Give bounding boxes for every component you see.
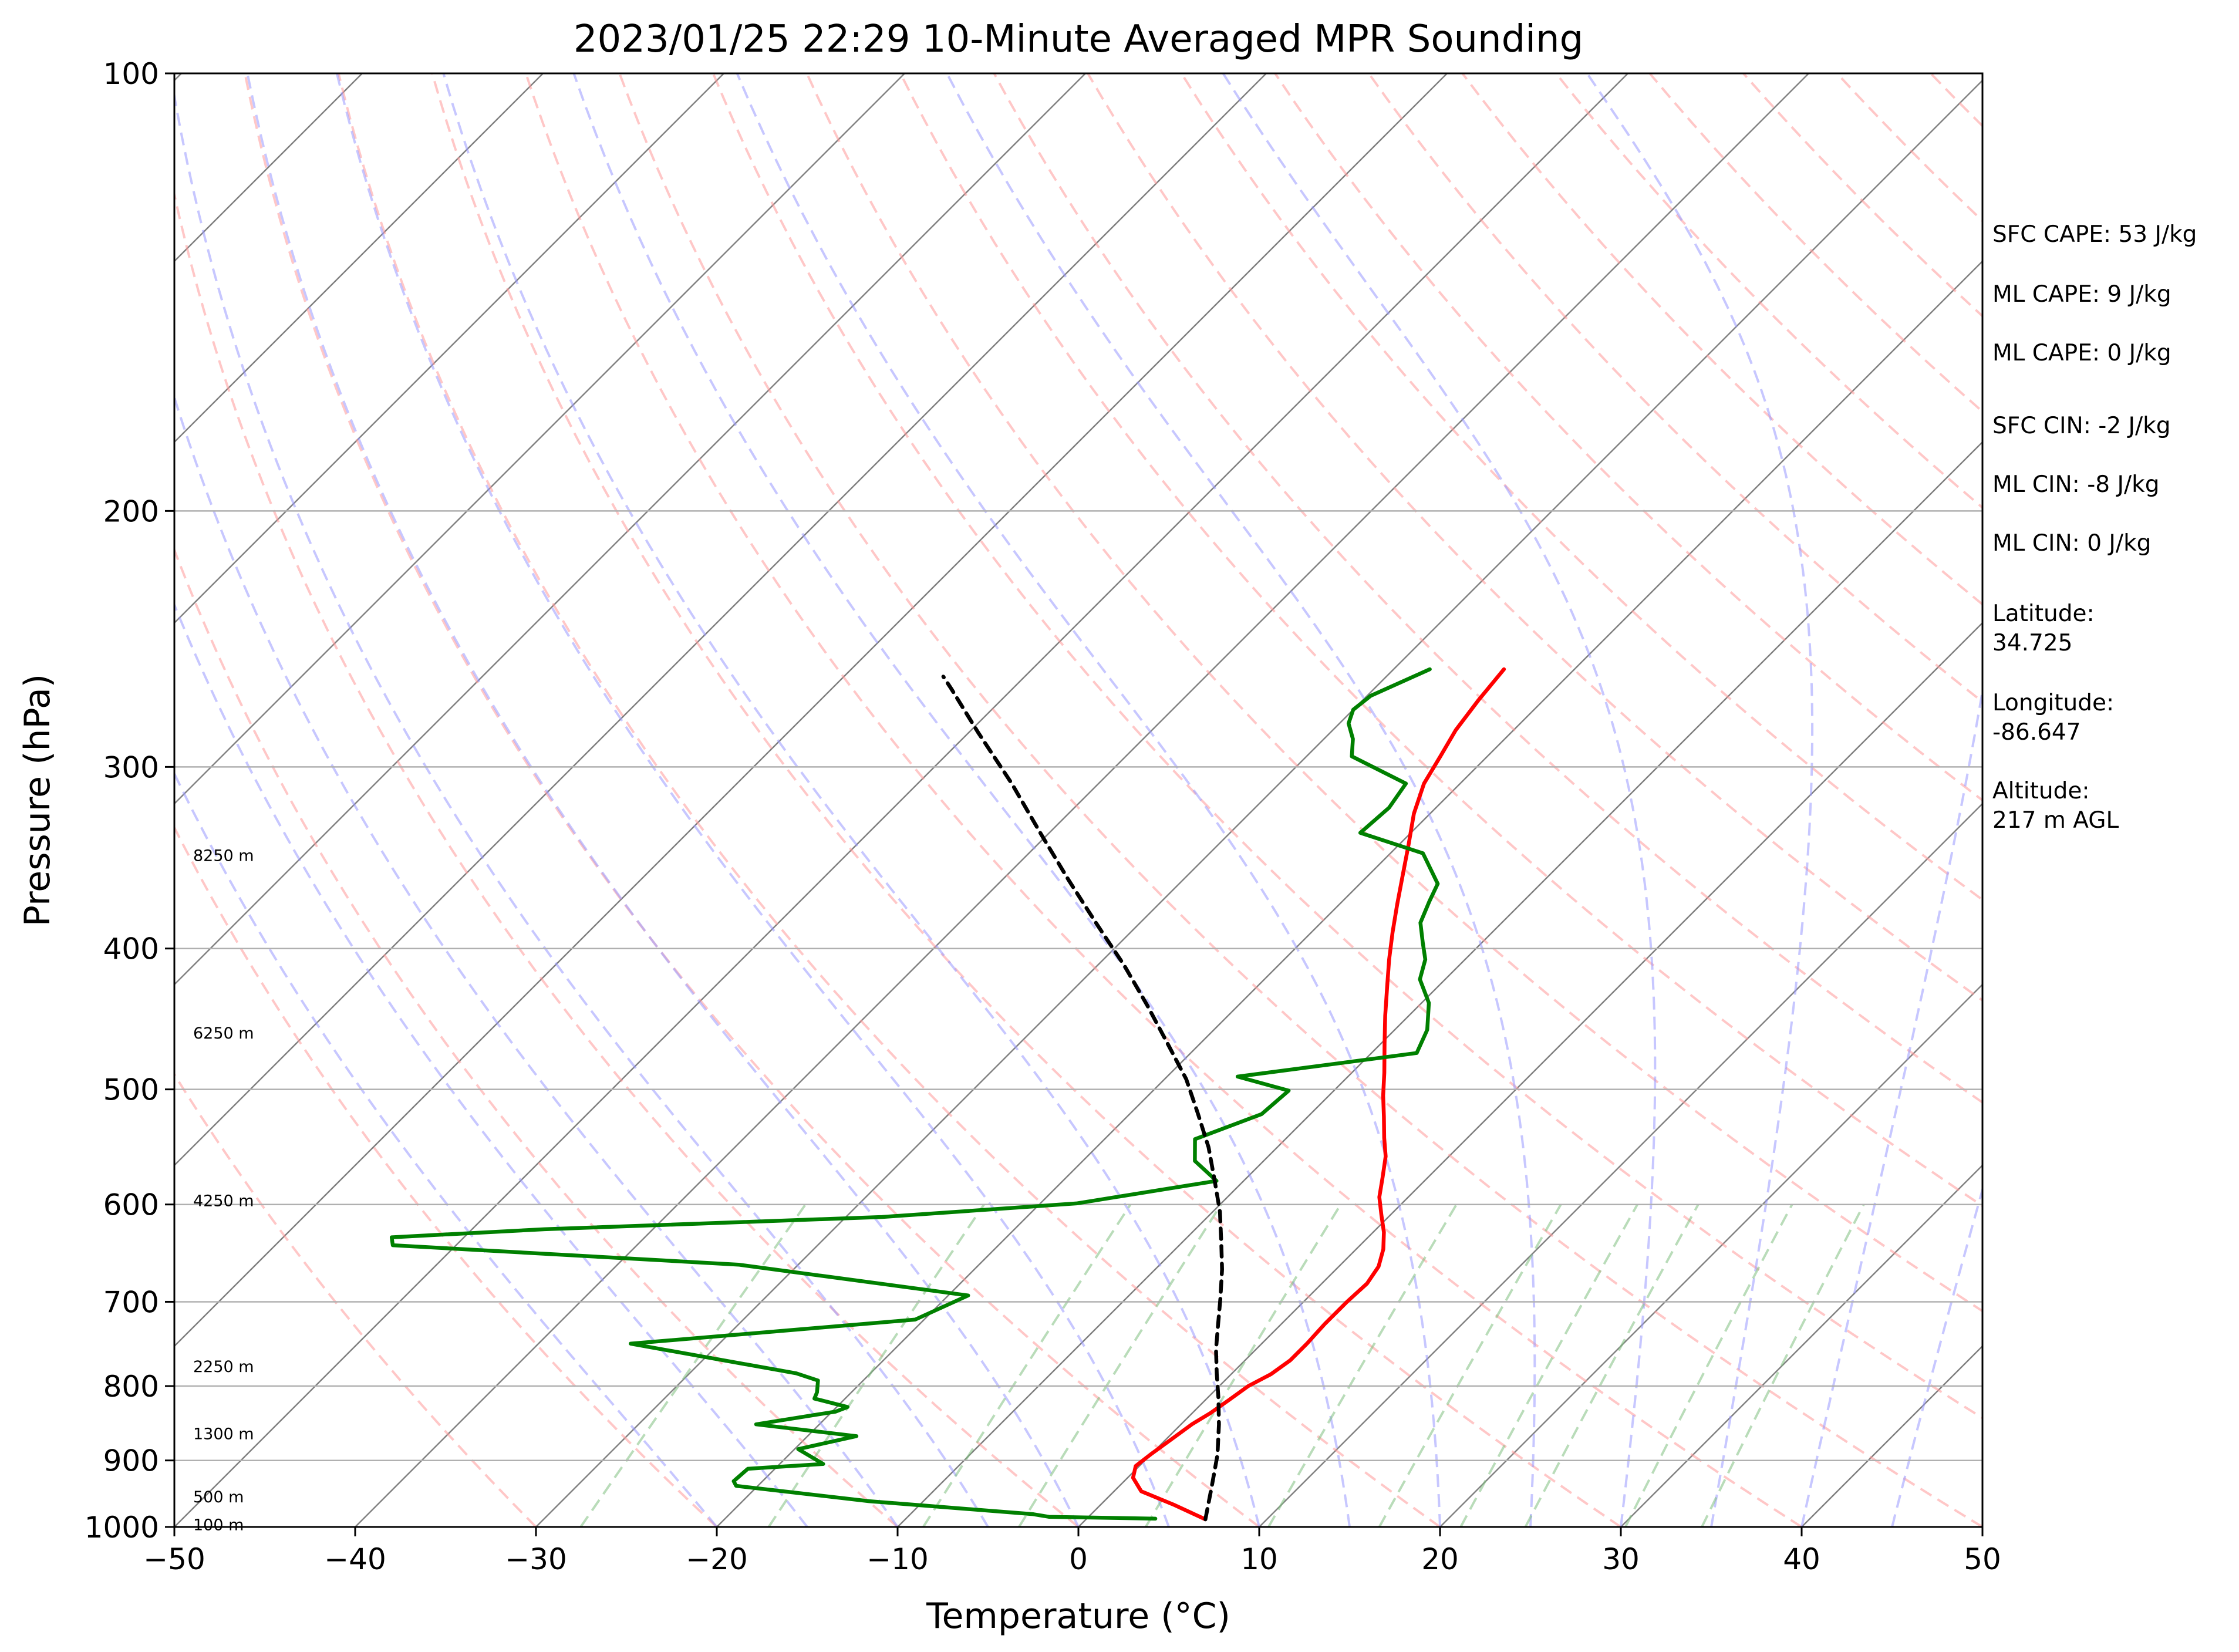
isotherm-line xyxy=(174,73,1628,1527)
height-label: 8250 m xyxy=(193,847,254,865)
moist-adiabat-line xyxy=(1587,73,1813,1527)
annotation-text: Altitude: xyxy=(1992,778,2090,804)
x-tick-label: 50 xyxy=(1964,1542,2001,1576)
y-tick-label: 600 xyxy=(103,1188,159,1222)
x-tick-label: −20 xyxy=(686,1542,748,1576)
x-tick-label: 30 xyxy=(1602,1542,1640,1576)
height-label: 6250 m xyxy=(193,1024,254,1043)
y-tick-label: 700 xyxy=(103,1285,159,1319)
x-tick-label: −10 xyxy=(866,1542,929,1576)
moist-adiabat-line xyxy=(443,73,1259,1527)
annotation-text: SFC CAPE: 53 J/kg xyxy=(1992,221,2197,248)
annotation-text: Longitude: xyxy=(1992,690,2114,716)
annotation-text: ML CIN: -8 J/kg xyxy=(1992,471,2159,498)
annotation-text: 217 m AGL xyxy=(1992,807,2119,834)
height-label: 4250 m xyxy=(193,1192,254,1211)
moist-adiabat-line xyxy=(1802,73,2019,1527)
moist-adiabat-line xyxy=(247,73,1078,1527)
height-label: 1300 m xyxy=(193,1425,254,1443)
moist-adiabat-line xyxy=(170,73,988,1527)
mixing-ratio-line xyxy=(1019,1205,1221,1527)
x-tick-label: 10 xyxy=(1240,1542,1278,1576)
sounding-annotations: SFC CAPE: 53 J/kg ML CAPE: 9 J/kg ML CAPE:… xyxy=(1992,221,2197,834)
annotation-text: ML CAPE: 9 J/kg xyxy=(1992,281,2171,308)
moist-adiabat-line xyxy=(337,73,1169,1527)
isotherm-line xyxy=(0,73,543,1527)
background-lines xyxy=(0,73,2239,1527)
y-axis-ticks: 1000 900 800 700 600 500 400 300 200 100 xyxy=(85,57,174,1545)
mixing-ratio-line xyxy=(1146,1205,1341,1527)
y-tick-label: 100 xyxy=(103,57,159,91)
isotherm-line xyxy=(0,73,1447,1527)
x-tick-label: −30 xyxy=(505,1542,567,1576)
y-tick-label: 900 xyxy=(103,1444,159,1478)
x-tick-label: 20 xyxy=(1421,1542,1459,1576)
pressure-gridlines xyxy=(174,511,1982,1460)
isotherm-line xyxy=(355,73,1809,1527)
x-tick-label: −40 xyxy=(324,1542,386,1576)
height-labels: 8250 m 6250 m 4250 m 2250 m 1300 m 500 m 100 m xyxy=(193,847,254,1535)
dry-adiabat-line xyxy=(245,73,1259,1527)
annotation-text: -86.647 xyxy=(1992,719,2081,746)
mixing-ratio-line xyxy=(923,1205,1131,1527)
chart-title: 2023/01/25 22:29 10-Minute Averaged MPR … xyxy=(574,18,1583,61)
x-tick-label: −50 xyxy=(143,1542,205,1576)
isotherm-line xyxy=(2163,73,2239,1527)
y-tick-label: 1000 xyxy=(85,1511,159,1545)
annotation-text: 34.725 xyxy=(1992,630,2072,656)
annotation-text: SFC CIN: -2 J/kg xyxy=(1992,413,2171,439)
y-tick-label: 300 xyxy=(103,750,159,784)
isotherm-line xyxy=(536,73,1990,1527)
x-tick-label: 40 xyxy=(1783,1542,1820,1576)
y-tick-label: 400 xyxy=(103,932,159,966)
moist-adiabat-line xyxy=(103,73,898,1527)
y-tick-label: 800 xyxy=(103,1370,159,1404)
y-tick-label: 200 xyxy=(103,494,159,528)
mixing-ratio-line xyxy=(1626,1205,1792,1527)
x-axis-label: Temperature (°C) xyxy=(926,1596,1230,1637)
dry-adiabat-line xyxy=(713,73,2163,1527)
dry-adiabat-line xyxy=(0,73,536,1527)
mixing-ratio-line xyxy=(768,1205,984,1527)
height-label: 100 m xyxy=(193,1516,244,1535)
dry-adiabat-line xyxy=(58,73,898,1527)
height-label: 2250 m xyxy=(193,1358,254,1376)
annotation-text: ML CAPE: 0 J/kg xyxy=(1992,340,2171,366)
x-axis-ticks: −50 −40 −30 −20 −10 0 10 20 30 40 50 xyxy=(143,1527,2001,1576)
y-axis-label: Pressure (hPa) xyxy=(17,674,58,926)
dry-adiabat-line xyxy=(526,73,1802,1527)
series-layer xyxy=(392,669,1504,1519)
moist-adiabat-line xyxy=(947,73,1535,1527)
height-label: 500 m xyxy=(193,1488,244,1506)
y-tick-label: 500 xyxy=(103,1073,159,1107)
temperature-profile-line xyxy=(1133,669,1504,1519)
annotation-text: Latitude: xyxy=(1992,601,2095,627)
mixing-ratio-line xyxy=(581,1205,805,1527)
x-tick-label: 0 xyxy=(1069,1542,1088,1576)
annotation-text: ML CIN: 0 J/kg xyxy=(1992,530,2151,557)
isotherm-line xyxy=(0,73,1,1527)
